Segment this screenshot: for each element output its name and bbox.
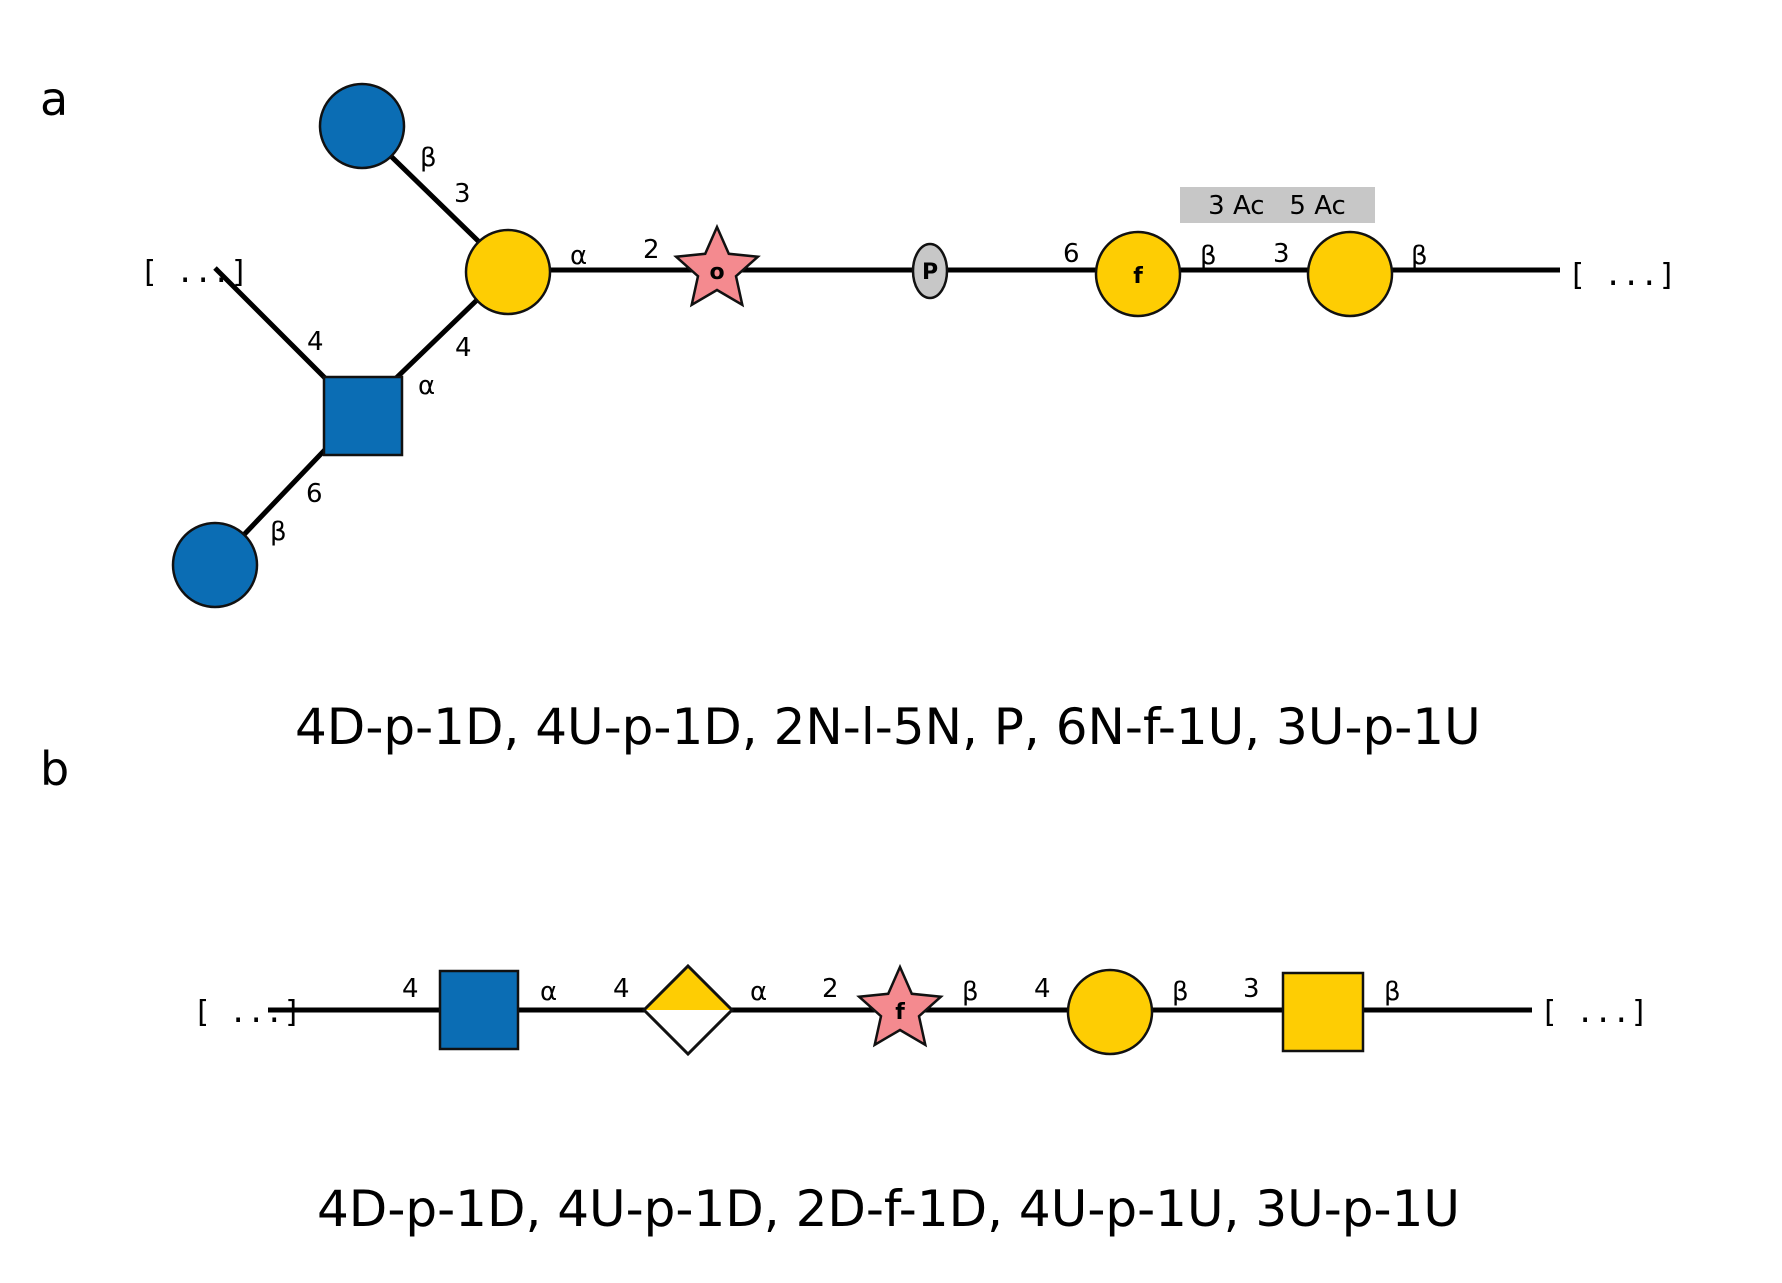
label-alpha-square: α — [418, 371, 435, 401]
panel-label-a: a — [40, 72, 69, 126]
panel-a-structure: 3 Ac 5 Ac o P f [ ...] [ ...] β 3 α 2 6 … — [140, 82, 1676, 609]
label-b-pos-3: 3 — [1243, 974, 1260, 1004]
glcnac-square — [322, 375, 404, 457]
notation-a: 4D-p-1D, 4U-p-1D, 2N-l-5N, P, 6N-f-1U, 3… — [295, 698, 1481, 756]
phosphate-letter: P — [922, 260, 938, 285]
galf-letter: f — [1133, 264, 1143, 289]
bracket-right-b: [ ...] — [1540, 995, 1648, 1030]
label-b-pos-4c: 4 — [1034, 974, 1051, 1004]
label-pos-3: 3 — [1273, 239, 1290, 269]
gal-circle-b — [1066, 968, 1154, 1056]
label-square-6: 6 — [306, 479, 323, 509]
star-letter-a: o — [709, 260, 724, 285]
label-beta-mid: β — [1200, 241, 1217, 271]
star-residue-b — [856, 963, 944, 1048]
galf-circle — [1094, 230, 1182, 318]
bracket-left-b: [ ...] — [193, 995, 301, 1030]
glcnac-square-b — [438, 969, 520, 1051]
label-b-beta-2: β — [1172, 977, 1189, 1007]
label-b-beta-3: β — [1384, 977, 1401, 1007]
glc-circle-top — [318, 82, 406, 170]
label-beta-bottom: β — [270, 517, 287, 547]
gal-circle-right — [1306, 230, 1394, 318]
galnac-square-b — [1281, 971, 1365, 1053]
panel-label-b: b — [40, 742, 70, 796]
label-beta-top: β — [420, 143, 437, 173]
modification-box — [1180, 187, 1375, 223]
modification-label: 3 Ac 5 Ac — [1208, 191, 1346, 221]
label-pos-star: 2 — [643, 235, 660, 265]
diamond-outline — [641, 963, 735, 1057]
label-b-pos-4b: 4 — [613, 974, 630, 1004]
label-pos-6: 6 — [1063, 239, 1080, 269]
label-square-4: 4 — [455, 333, 472, 363]
glc-circle-bottom — [171, 521, 259, 609]
star-letter-b: f — [895, 1000, 905, 1025]
star-residue-a — [673, 223, 761, 308]
label-b-beta-1: β — [962, 977, 979, 1007]
phosphate-ellipse — [911, 242, 949, 300]
label-pos-top: 3 — [454, 179, 471, 209]
label-b-alpha-1: α — [540, 977, 557, 1007]
label-b-pos-2: 2 — [822, 974, 839, 1004]
diamond-top-half — [644, 966, 732, 1010]
panel-b-structure: f [ ...] [ ...] 4 α 4 α 2 β 4 β 3 β — [193, 963, 1648, 1057]
diamond-bottom-half — [644, 1010, 732, 1054]
gal-circle-hub — [464, 228, 552, 316]
label-branch-4: 4 — [307, 327, 324, 357]
label-b-pos-4a: 4 — [402, 974, 419, 1004]
notation-b: 4D-p-1D, 4U-p-1D, 2D-f-1D, 4U-p-1U, 3U-p… — [317, 1180, 1460, 1238]
bracket-left-a: [ ...] — [140, 255, 248, 290]
label-alpha-main: α — [570, 241, 587, 271]
label-b-alpha-2: α — [750, 977, 767, 1007]
label-beta-end: β — [1411, 241, 1428, 271]
bracket-right-a: [ ...] — [1568, 258, 1676, 293]
